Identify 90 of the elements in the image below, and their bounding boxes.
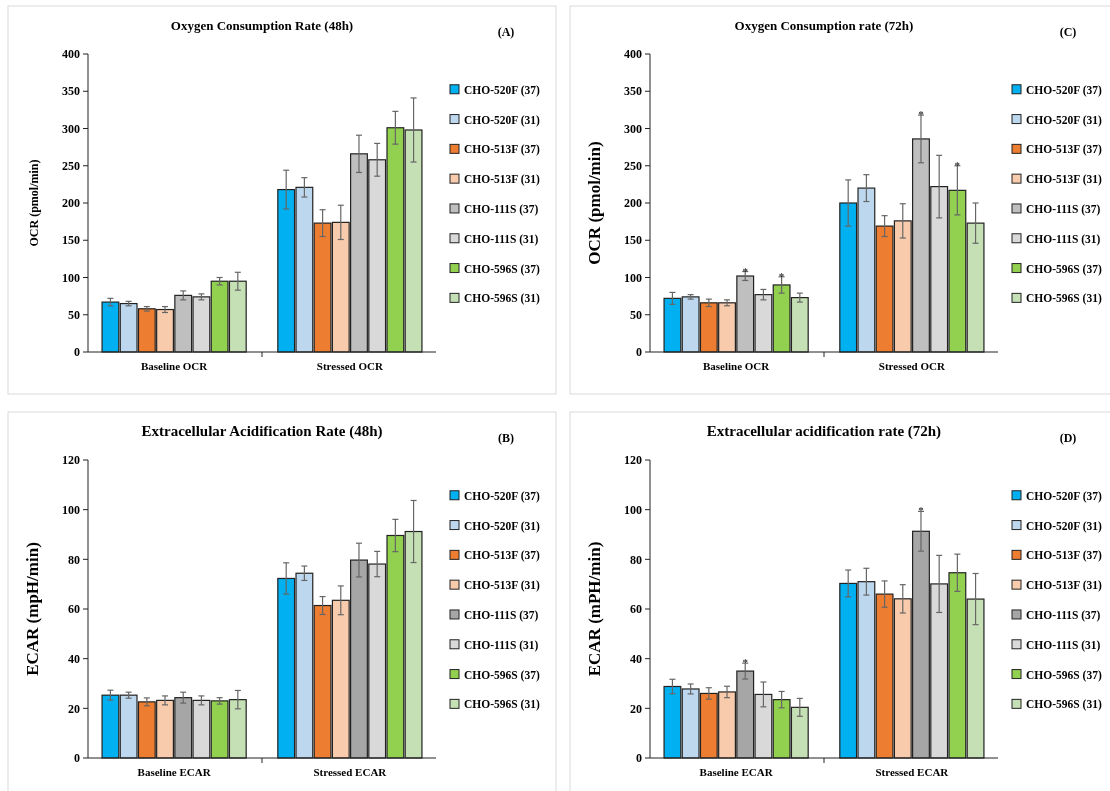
y-tick-label: 20 [68, 701, 80, 716]
y-axis-title: ECAR (mPH/min) [585, 541, 604, 677]
y-tick-label: 200 [624, 196, 642, 211]
x-tick-label: Baseline OCR [702, 360, 771, 372]
y-tick-label: 400 [62, 47, 80, 62]
y-tick-label: 250 [624, 158, 642, 173]
legend-label: CHO-520F (37) [1026, 489, 1103, 503]
y-tick-label: 80 [68, 552, 80, 567]
y-tick-label: 350 [624, 84, 642, 99]
legend-label: CHO-596S (31) [1026, 698, 1102, 712]
y-tick-label: 20 [630, 701, 642, 716]
x-tick-label: Baseline ECAR [137, 766, 212, 778]
annotation: * [742, 264, 748, 277]
legend-label: CHO-520F (37) [464, 489, 541, 503]
y-tick-label: 50 [68, 307, 80, 322]
y-tick-label: 200 [62, 196, 80, 211]
x-tick-label: Baseline OCR [140, 360, 209, 372]
y-tick-label: 80 [630, 552, 642, 567]
chart-title: Extracellular acidification rate (72h) [706, 423, 942, 440]
legend-label: CHO-596S (37) [1026, 262, 1102, 276]
x-tick-label: Baseline ECAR [699, 766, 774, 778]
y-axis-title: OCR (pmol/min) [27, 159, 41, 247]
y-tick-label: 150 [624, 233, 642, 248]
legend-label: CHO-596S (37) [1026, 668, 1102, 682]
y-tick-label: 0 [636, 345, 642, 360]
legend-label: CHO-513F (31) [464, 579, 541, 593]
legend-label: CHO-596S (31) [464, 292, 540, 306]
legend-label: CHO-520F (37) [1026, 83, 1103, 97]
y-axis-title: OCR (pmol/min) [585, 141, 604, 265]
annotation: * [918, 108, 924, 121]
y-tick-label: 100 [62, 270, 80, 285]
x-tick-label: Stressed ECAR [313, 766, 388, 778]
x-tick-label: Stressed OCR [316, 360, 384, 372]
y-axis-title: ECAR (mpH/min) [23, 542, 42, 676]
y-tick-label: 60 [68, 602, 80, 617]
legend-label: CHO-513F (37) [464, 143, 541, 157]
y-tick-label: 0 [74, 751, 80, 766]
legend-label: CHO-596S (37) [464, 668, 540, 682]
chart-title: Oxygen Consumption rate (72h) [734, 18, 914, 33]
legend-label: CHO-111S (37) [1026, 608, 1101, 622]
legend-label: CHO-111S (31) [464, 638, 539, 652]
x-tick-label: Stressed ECAR [875, 766, 950, 778]
y-tick-label: 150 [62, 233, 80, 248]
annotation: * [778, 269, 785, 282]
x-tick-label: Stressed OCR [878, 360, 946, 372]
legend-label: CHO-596S (37) [464, 262, 540, 276]
y-tick-label: 40 [68, 651, 80, 666]
legend-label: CHO-520F (37) [464, 83, 541, 97]
y-tick-label: 350 [62, 84, 80, 99]
y-tick-label: 300 [624, 121, 642, 136]
y-tick-label: 60 [630, 602, 642, 617]
y-tick-label: 400 [624, 47, 642, 62]
legend-label: CHO-520F (31) [1026, 113, 1103, 127]
legend-label: CHO-513F (37) [464, 549, 541, 563]
annotation: * [918, 504, 924, 517]
annotation: * [954, 158, 961, 171]
y-tick-label: 100 [624, 502, 642, 517]
legend-label: CHO-513F (37) [1026, 143, 1103, 157]
legend-label: CHO-111S (37) [464, 202, 539, 216]
legend-label: CHO-111S (31) [1026, 232, 1101, 246]
legend-label: CHO-513F (31) [1026, 579, 1103, 593]
y-tick-label: 100 [624, 270, 642, 285]
legend-label: CHO-513F (37) [1026, 549, 1103, 563]
legend-label: CHO-520F (31) [1026, 519, 1103, 533]
legend-label: CHO-111S (31) [1026, 638, 1101, 652]
legend-label: CHO-111S (37) [1026, 202, 1101, 216]
text: (D) [1059, 431, 1077, 445]
legend-label: CHO-596S (31) [464, 698, 540, 712]
text: (C) [1059, 25, 1077, 39]
chart-title: Oxygen Consumption Rate (48h) [170, 18, 354, 33]
legend-label: CHO-520F (31) [464, 519, 541, 533]
y-tick-label: 40 [630, 651, 642, 666]
y-tick-label: 300 [62, 121, 80, 136]
legend-label: CHO-513F (31) [1026, 173, 1103, 187]
y-tick-label: 250 [62, 158, 80, 173]
y-tick-label: 0 [74, 345, 80, 360]
legend-label: CHO-111S (37) [464, 608, 539, 622]
legend-label: CHO-111S (31) [464, 232, 539, 246]
y-tick-label: 120 [624, 453, 642, 468]
y-tick-label: 0 [636, 751, 642, 766]
y-tick-label: 120 [62, 453, 80, 468]
legend-label: CHO-520F (31) [464, 113, 541, 127]
legend-label: CHO-596S (31) [1026, 292, 1102, 306]
legend-label: CHO-513F (31) [464, 173, 541, 187]
y-tick-label: 50 [630, 307, 642, 322]
text: (A) [497, 25, 515, 39]
text: (B) [498, 431, 514, 445]
annotation: * [742, 656, 748, 669]
chart-title: Extracellular Acidification Rate (48h) [141, 423, 383, 440]
y-tick-label: 100 [62, 502, 80, 517]
